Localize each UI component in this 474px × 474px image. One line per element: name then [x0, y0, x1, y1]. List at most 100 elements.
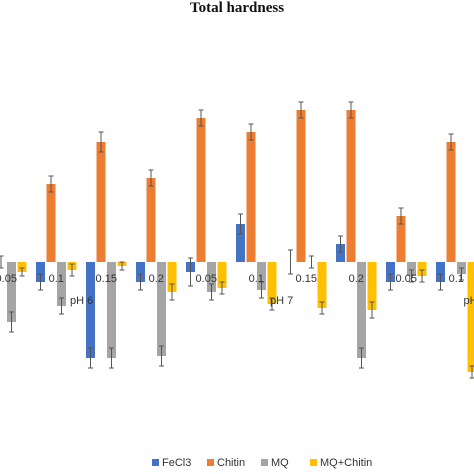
legend-label: FeCl3 — [162, 457, 191, 469]
category-label: 0.15 — [96, 273, 117, 285]
error-bar — [269, 297, 275, 311]
legend-swatch — [207, 459, 214, 466]
error-bar — [309, 255, 314, 269]
bar-chitin-6 — [296, 110, 306, 262]
legend-swatch — [310, 459, 317, 466]
error-bar — [188, 257, 193, 287]
bar-mq-chitin-7 — [367, 262, 377, 310]
legend-label: MQ — [271, 457, 289, 469]
bar-mq-8 — [407, 262, 416, 276]
category-label: 0.1 — [49, 273, 64, 285]
error-bar — [138, 273, 143, 291]
error-bar — [438, 273, 443, 291]
error-bar — [448, 133, 454, 151]
category-label: 0.1 — [449, 273, 464, 285]
error-bar — [369, 301, 375, 319]
error-bar — [398, 207, 404, 225]
bar-mq-chitin-5 — [267, 262, 277, 304]
error-bar — [88, 347, 93, 369]
error-bar — [288, 249, 293, 275]
legend-swatch — [261, 459, 268, 466]
error-bar — [169, 283, 175, 301]
bar-chitin-8 — [396, 216, 406, 262]
bar-mq-2 — [107, 262, 116, 358]
error-bar — [259, 281, 264, 299]
error-bar — [19, 267, 25, 277]
error-bar — [48, 175, 54, 193]
legend-swatch — [152, 459, 159, 466]
bar-mq-chitin-6 — [317, 262, 327, 308]
bar-mq-chitin-4 — [217, 262, 227, 288]
bar-mq-0 — [7, 262, 16, 322]
error-bar — [298, 101, 304, 119]
bar-fecl3-3 — [136, 262, 145, 282]
error-bar — [109, 347, 114, 369]
bar-mq-1 — [57, 262, 66, 306]
error-bar — [248, 123, 254, 141]
error-bar — [9, 311, 14, 333]
error-bar — [209, 283, 214, 301]
bar-chitin-4 — [196, 118, 206, 262]
error-bar — [338, 235, 343, 253]
bar-mq-5 — [257, 262, 266, 290]
error-bar — [388, 273, 393, 291]
bar-mq-chitin-0 — [17, 262, 27, 272]
group-label: pH 7 — [270, 295, 293, 307]
legend-label: Chitin — [217, 457, 245, 469]
bar-mq-7 — [357, 262, 366, 358]
legend-item: MQ+Chitin — [310, 457, 372, 469]
legend-item: FeCl3 — [152, 457, 191, 469]
bar-chitin-1 — [46, 184, 56, 262]
category-label: 0.2 — [349, 273, 364, 285]
legend-item: Chitin — [207, 457, 245, 469]
bar-fecl3-2 — [86, 262, 95, 358]
error-bar — [0, 255, 4, 269]
bar-mq-chitin-8 — [417, 262, 427, 276]
chart-title: Total hardness — [190, 0, 284, 16]
legend-item: MQ — [261, 457, 289, 469]
error-bar — [98, 131, 104, 153]
category-label: 0.05 — [396, 273, 417, 285]
bar-mq-chitin-9 — [467, 262, 474, 372]
bar-fecl3-7 — [336, 244, 345, 262]
category-tick-labels: 0.05 0.1 0.15 0.2 0.05 0.1 0.15 0.2 0.05 0.1 — [0, 273, 464, 285]
category-label: 0.15 — [296, 273, 317, 285]
error-bar — [38, 273, 43, 291]
error-bar — [148, 169, 154, 187]
bar-mq-chitin-3 — [167, 262, 177, 292]
error-bar — [159, 345, 164, 367]
bar-fecl3-8 — [386, 262, 395, 282]
bars-layer — [0, 101, 474, 379]
error-bar — [419, 269, 425, 283]
error-bar — [409, 269, 414, 283]
bar-fecl3-1 — [36, 262, 45, 282]
error-bar — [238, 213, 243, 235]
bar-mq-3 — [157, 262, 166, 356]
legend: FeCl3 Chitin MQ MQ+Chitin — [152, 457, 372, 469]
category-label: 0.05 — [0, 273, 17, 285]
group-labels: pH 6 pH 7 pH — [70, 295, 474, 307]
error-bar — [198, 109, 204, 127]
bar-chitin-9 — [446, 142, 456, 262]
error-bar — [59, 297, 64, 315]
error-bar — [119, 261, 125, 271]
error-bar — [359, 347, 364, 369]
legend-label: MQ+Chitin — [320, 457, 372, 469]
bar-chitin-5 — [246, 132, 256, 262]
bar-chitin-3 — [146, 178, 156, 262]
bar-fecl3-5 — [236, 224, 245, 262]
category-label: 0.05 — [196, 273, 217, 285]
group-label: pH — [464, 295, 474, 307]
bar-chitin-2 — [96, 142, 106, 262]
category-label: 0.2 — [149, 273, 164, 285]
error-bar — [348, 101, 354, 119]
bar-fecl3-9 — [436, 262, 445, 282]
error-bar — [319, 301, 325, 315]
error-bar — [459, 267, 464, 281]
category-label: 0.1 — [249, 273, 264, 285]
error-bar — [69, 263, 75, 277]
bar-mq-4 — [207, 262, 216, 292]
bar-chitin-7 — [346, 110, 356, 262]
error-bar — [219, 281, 225, 295]
